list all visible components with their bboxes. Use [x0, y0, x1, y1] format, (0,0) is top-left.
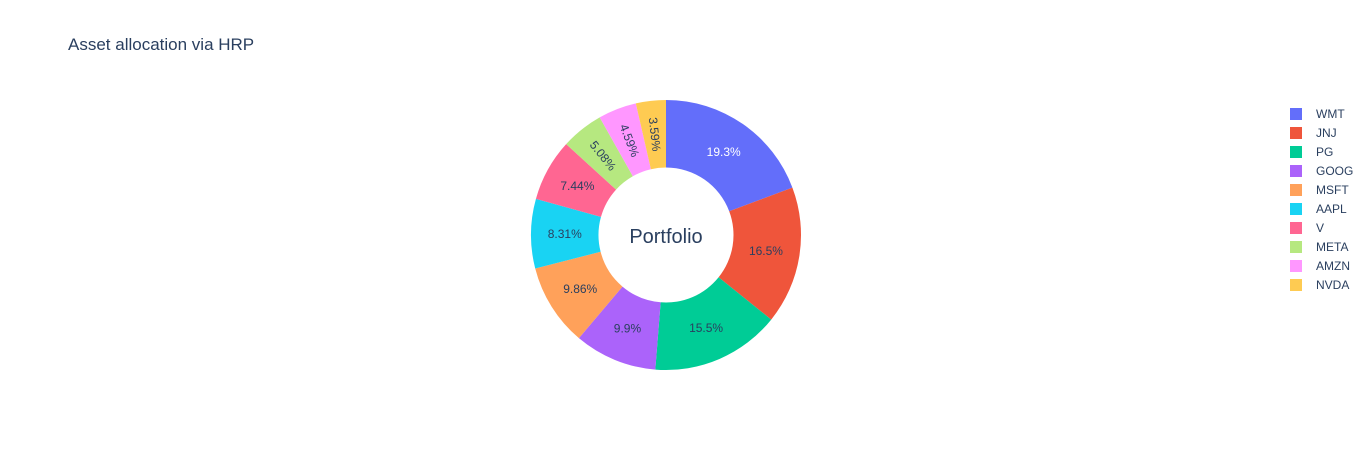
legend-label: JNJ [1316, 126, 1337, 140]
center-label: Portfolio [629, 226, 702, 248]
legend-swatch [1290, 184, 1302, 196]
slice-label-msft: 9.86% [563, 282, 597, 296]
slice-labels: 19.3%16.5%15.5%9.9%9.86%8.31%7.44%5.08%4… [548, 117, 784, 336]
slice-label-aapl: 8.31% [548, 227, 582, 241]
donut-slices [531, 100, 801, 370]
slice-label-pg: 15.5% [689, 321, 723, 335]
legend-label: AAPL [1316, 202, 1347, 216]
legend-swatch [1290, 165, 1302, 177]
slice-meta[interactable] [566, 117, 633, 190]
legend-item-meta[interactable]: META [1290, 240, 1348, 254]
legend-item-msft[interactable]: MSFT [1290, 183, 1349, 197]
legend-item-jnj[interactable]: JNJ [1290, 126, 1337, 140]
legend-label: WMT [1316, 107, 1345, 121]
slice-label-v: 7.44% [560, 179, 594, 193]
slice-nvda[interactable] [635, 100, 666, 170]
slice-label-goog: 9.9% [614, 322, 642, 336]
legend-swatch [1290, 108, 1302, 120]
legend-label: V [1316, 221, 1324, 235]
slice-goog[interactable] [578, 286, 661, 370]
legend-swatch [1290, 127, 1302, 139]
slice-pg[interactable] [655, 277, 772, 370]
legend[interactable]: WMT JNJ PG GOOG MSFT AAPL V META AMZN NVDA [1290, 107, 1353, 292]
slice-label-nvda: 3.59% [646, 117, 664, 153]
slice-aapl[interactable] [531, 198, 601, 269]
legend-item-pg[interactable]: PG [1290, 145, 1333, 159]
legend-label: MSFT [1316, 183, 1349, 197]
slice-label-jnj: 16.5% [749, 244, 783, 258]
slice-label-wmt: 19.3% [707, 145, 741, 159]
slice-msft[interactable] [535, 251, 623, 339]
legend-label: PG [1316, 145, 1333, 159]
legend-label: NVDA [1316, 278, 1349, 292]
legend-label: GOOG [1316, 164, 1353, 178]
slice-jnj[interactable] [718, 187, 801, 320]
legend-item-wmt[interactable]: WMT [1290, 107, 1345, 121]
slice-wmt[interactable] [666, 100, 793, 212]
legend-item-aapl[interactable]: AAPL [1290, 202, 1347, 216]
slice-v[interactable] [535, 144, 617, 217]
legend-label: AMZN [1316, 259, 1350, 273]
slice-amzn[interactable] [599, 103, 651, 177]
legend-swatch [1290, 241, 1302, 253]
legend-label: META [1316, 240, 1348, 254]
legend-swatch [1290, 279, 1302, 291]
legend-swatch [1290, 146, 1302, 158]
legend-swatch [1290, 203, 1302, 215]
legend-item-nvda[interactable]: NVDA [1290, 278, 1349, 292]
legend-swatch [1290, 222, 1302, 234]
legend-item-goog[interactable]: GOOG [1290, 164, 1353, 178]
legend-item-v[interactable]: V [1290, 221, 1324, 235]
chart-title: Asset allocation via HRP [68, 35, 254, 54]
legend-swatch [1290, 260, 1302, 272]
legend-item-amzn[interactable]: AMZN [1290, 259, 1350, 273]
